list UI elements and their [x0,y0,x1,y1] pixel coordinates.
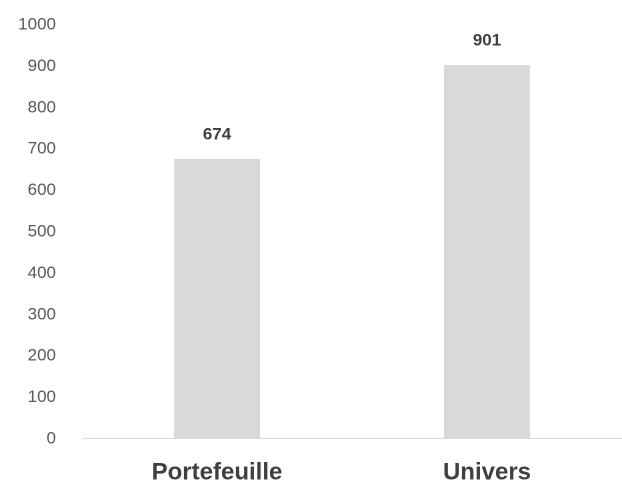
y-tick-label: 0 [47,429,56,448]
y-axis-ticks: 0 100 200 300 400 500 600 700 800 900 1000 [18,15,56,448]
category-label: Univers [443,459,531,486]
y-tick-label: 1000 [18,15,56,34]
y-tick-label: 200 [28,346,56,365]
y-tick-label: 700 [28,139,56,158]
data-label: 674 [203,124,232,143]
y-tick-label: 600 [28,180,56,199]
category-labels: Portefeuille Univers [152,459,531,486]
y-tick-label: 800 [28,97,56,116]
y-tick-label: 300 [28,304,56,323]
y-tick-label: 100 [28,387,56,406]
bar-univers [444,64,530,439]
y-tick-label: 500 [28,222,56,241]
bars [174,64,530,439]
bar-portefeuille [174,158,260,439]
y-tick-label: 900 [28,56,56,75]
category-label: Portefeuille [152,459,283,486]
data-labels: 674 901 [203,30,501,143]
y-tick-label: 400 [28,263,56,282]
data-label: 901 [473,30,501,49]
